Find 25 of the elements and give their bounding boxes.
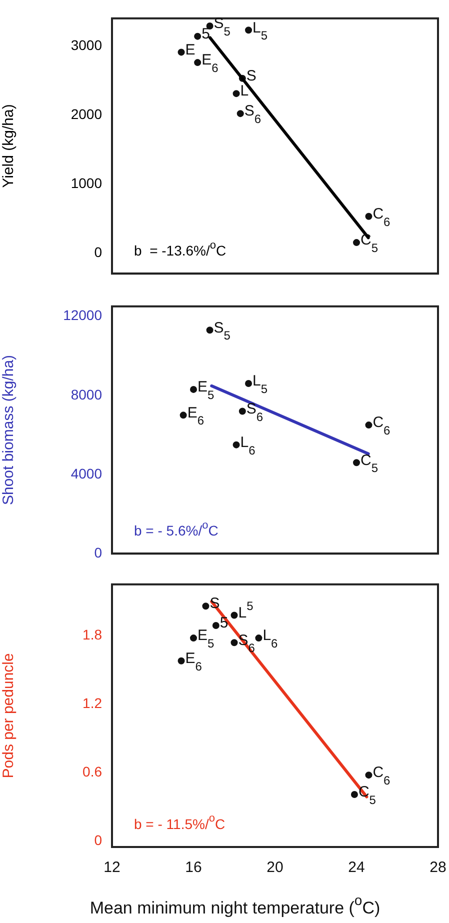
y-tick-label: 2000 (70, 106, 102, 122)
series-label: 5 (220, 614, 228, 632)
y-tick-label: 0 (94, 544, 102, 560)
y-tick-label: 1000 (70, 174, 102, 191)
y-tick-label: 1.8 (82, 626, 102, 643)
series-label: 5 (202, 25, 210, 42)
x-tick-label: 16 (185, 859, 202, 876)
series-label: L (240, 82, 249, 100)
y-axis-title: Shoot biomass (kg/ha) (0, 354, 18, 506)
series-label: E (185, 41, 196, 58)
y-tick-label: 4000 (70, 465, 102, 482)
x-tick-label: 24 (348, 859, 365, 876)
series-label: S (246, 68, 256, 85)
y-tick-label: 8000 (70, 386, 102, 402)
x-tick-label: 20 (266, 859, 284, 876)
y-axis-title: Yield (kg/ha) (0, 104, 18, 188)
y-axis-title: Pods per peduncle (0, 653, 18, 778)
y-tick-label: 12000 (63, 307, 102, 324)
y-tick-label: 0 (94, 244, 102, 260)
y-tick-label: 3000 (70, 36, 102, 53)
x-tick-label: 12 (104, 859, 120, 876)
y-tick-label: 1.2 (82, 695, 102, 712)
x-tick-label: 28 (430, 859, 446, 876)
y-tick-label: 0 (94, 832, 102, 848)
y-tick-label: 0.6 (82, 764, 102, 780)
